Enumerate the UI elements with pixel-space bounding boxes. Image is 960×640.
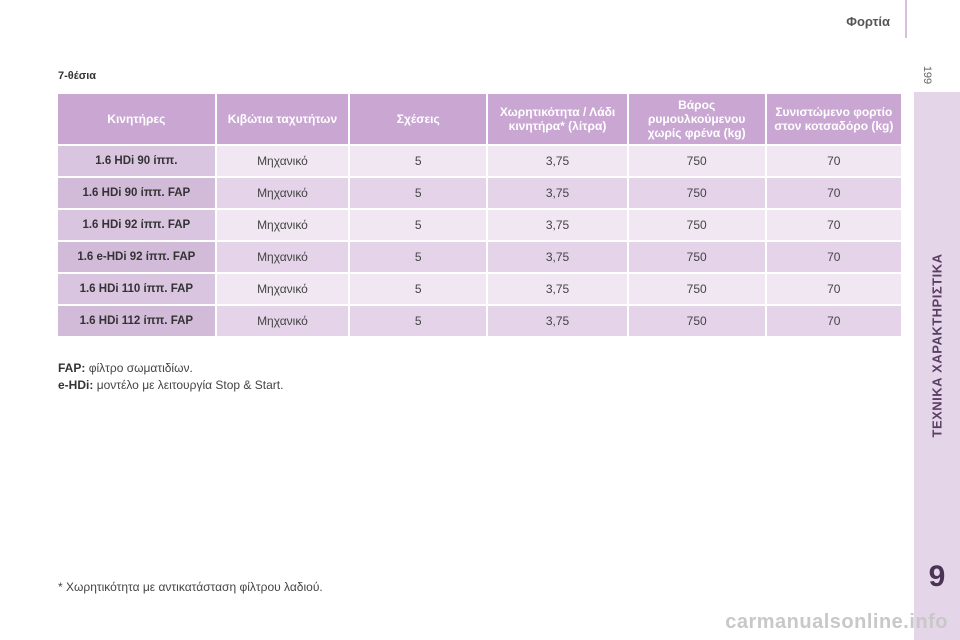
gears-cell: 5 bbox=[350, 146, 487, 176]
oil-capacity-cell: 3,75 bbox=[488, 242, 627, 272]
towball-load-cell: 70 bbox=[766, 178, 901, 208]
table-row: 1.6 HDi 92 ίππ. FAP Μηχανικό 5 3,75 750 … bbox=[58, 210, 901, 240]
table-row: 1.6 HDi 90 ίππ. FAP Μηχανικό 5 3,75 750 … bbox=[58, 178, 901, 208]
chapter-side-label-text: ΤΕΧΝΙΚΑ ΧΑΡΑΚΤΗΡΙΣΤΙΚΑ bbox=[929, 253, 945, 437]
gearbox-cell: Μηχανικό bbox=[216, 146, 349, 176]
engine-cell: 1.6 HDi 92 ίππ. FAP bbox=[58, 210, 215, 240]
note-item: e-HDi: μοντέλο με λειτουργία Stop & Star… bbox=[58, 377, 283, 394]
table-row: 1.6 HDi 90 ίππ. Μηχανικό 5 3,75 750 70 bbox=[58, 146, 901, 176]
gears-cell: 5 bbox=[350, 306, 487, 336]
oil-capacity-cell: 3,75 bbox=[488, 146, 627, 176]
engine-cell: 1.6 HDi 90 ίππ. FAP bbox=[58, 178, 215, 208]
oil-capacity-cell: 3,75 bbox=[488, 274, 627, 304]
column-header-gears: Σχέσεις bbox=[350, 94, 487, 144]
oil-capacity-cell: 3,75 bbox=[488, 210, 627, 240]
gearbox-cell: Μηχανικό bbox=[216, 210, 349, 240]
column-header-towball-load: Συνιστώμενο φορτίο στον κοτσαδόρο (kg) bbox=[766, 94, 901, 144]
table-row: 1.6 HDi 112 ίππ. FAP Μηχανικό 5 3,75 750… bbox=[58, 306, 901, 336]
towball-load-cell: 70 bbox=[766, 306, 901, 336]
engine-cell: 1.6 HDi 90 ίππ. bbox=[58, 146, 215, 176]
oil-capacity-cell: 3,75 bbox=[488, 306, 627, 336]
gearbox-cell: Μηχανικό bbox=[216, 242, 349, 272]
unbraked-weight-cell: 750 bbox=[628, 242, 765, 272]
gears-cell: 5 bbox=[350, 242, 487, 272]
unbraked-weight-cell: 750 bbox=[628, 210, 765, 240]
table-row: 1.6 e-HDi 92 ίππ. FAP Μηχανικό 5 3,75 75… bbox=[58, 242, 901, 272]
chapter-side-label: ΤΕΧΝΙΚΑ ΧΑΡΑΚΤΗΡΙΣΤΙΚΑ bbox=[914, 140, 960, 550]
abbreviation-notes: FAP: φίλτρο σωματιδίων. e-HDi: μοντέλο μ… bbox=[58, 360, 283, 394]
towing-specs-table: Κινητήρες Κιβώτια ταχυτήτων Σχέσεις Χωρη… bbox=[56, 92, 903, 338]
header-divider bbox=[905, 0, 907, 38]
column-header-unbraked-trailer-weight: Βάρος ρυμουλκούμενου χωρίς φρένα (kg) bbox=[628, 94, 765, 144]
unbraked-weight-cell: 750 bbox=[628, 178, 765, 208]
gearbox-cell: Μηχανικό bbox=[216, 178, 349, 208]
column-header-engines: Κινητήρες bbox=[58, 94, 215, 144]
note-key: e-HDi: bbox=[58, 378, 94, 392]
note-key: FAP: bbox=[58, 361, 86, 375]
towball-load-cell: 70 bbox=[766, 274, 901, 304]
chapter-number: 9 bbox=[928, 560, 946, 593]
oil-capacity-cell: 3,75 bbox=[488, 178, 627, 208]
towball-load-cell: 70 bbox=[766, 210, 901, 240]
note-item: FAP: φίλτρο σωματιδίων. bbox=[58, 360, 283, 377]
column-header-oil-capacity: Χωρητικότητα / Λάδι κινητήρα* (λίτρα) bbox=[488, 94, 627, 144]
note-text: φίλτρο σωματιδίων. bbox=[88, 361, 193, 375]
engine-cell: 1.6 e-HDi 92 ίππ. FAP bbox=[58, 242, 215, 272]
table-header-row: Κινητήρες Κιβώτια ταχυτήτων Σχέσεις Χωρη… bbox=[58, 94, 901, 144]
engine-cell: 1.6 HDi 112 ίππ. FAP bbox=[58, 306, 215, 336]
gears-cell: 5 bbox=[350, 274, 487, 304]
engine-cell: 1.6 HDi 110 ίππ. FAP bbox=[58, 274, 215, 304]
gears-cell: 5 bbox=[350, 210, 487, 240]
section-title: 7-θέσια bbox=[58, 70, 97, 82]
chapter-side-tab bbox=[914, 92, 960, 640]
gears-cell: 5 bbox=[350, 178, 487, 208]
unbraked-weight-cell: 750 bbox=[628, 306, 765, 336]
towball-load-cell: 70 bbox=[766, 146, 901, 176]
watermark: carmanualsonline.info bbox=[725, 611, 948, 633]
column-header-gearbox: Κιβώτια ταχυτήτων bbox=[216, 94, 349, 144]
gearbox-cell: Μηχανικό bbox=[216, 306, 349, 336]
gearbox-cell: Μηχανικό bbox=[216, 274, 349, 304]
table-row: 1.6 HDi 110 ίππ. FAP Μηχανικό 5 3,75 750… bbox=[58, 274, 901, 304]
unbraked-weight-cell: 750 bbox=[628, 146, 765, 176]
running-header-title: Φορτία bbox=[846, 14, 890, 29]
footnote: * Χωρητικότητα με αντικατάσταση φίλτρου … bbox=[58, 580, 323, 594]
note-text: μοντέλο με λειτουργία Stop & Start. bbox=[96, 378, 284, 392]
unbraked-weight-cell: 750 bbox=[628, 274, 765, 304]
page-number: 199 bbox=[921, 65, 933, 85]
towball-load-cell: 70 bbox=[766, 242, 901, 272]
